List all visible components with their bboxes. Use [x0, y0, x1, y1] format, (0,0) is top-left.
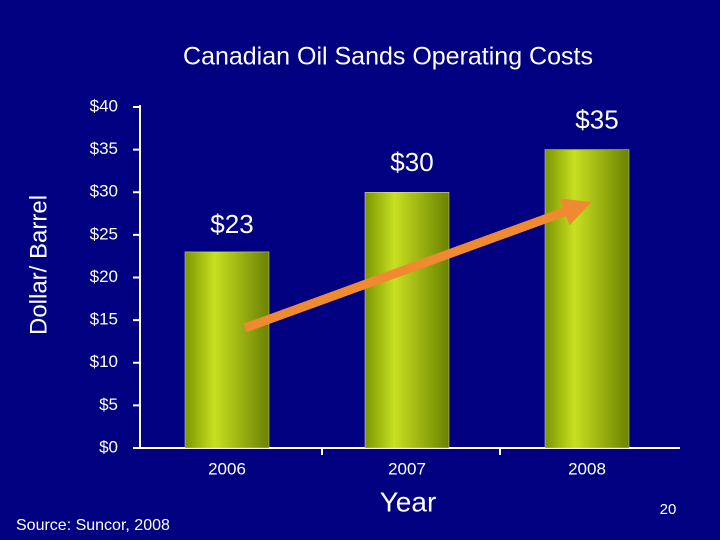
y-tick-label: $0 — [99, 437, 118, 456]
trend-arrow — [243, 198, 592, 333]
chart-title: Canadian Oil Sands Operating Costs — [183, 43, 593, 71]
x-axis-label: Year — [380, 486, 437, 517]
bar — [544, 149, 630, 449]
y-tick-label: $10 — [90, 352, 118, 371]
y-tick-label: $15 — [90, 310, 118, 329]
value-label: $30 — [390, 147, 433, 177]
bar — [184, 251, 270, 449]
page-number: 20 — [660, 501, 677, 518]
y-tick-label: $20 — [90, 267, 118, 286]
y-tick-label: $5 — [99, 395, 118, 414]
y-tick-label: $30 — [90, 182, 118, 201]
value-label: $35 — [575, 105, 618, 135]
x-tick-label: 2006 — [208, 459, 246, 478]
x-tick-label: 2008 — [568, 459, 606, 478]
bar — [364, 192, 450, 449]
x-tick-label: 2007 — [388, 459, 426, 478]
y-tick-label: $40 — [90, 96, 118, 115]
y-tick-label: $35 — [90, 139, 118, 158]
y-axis-label: Dollar/ Barrel — [25, 195, 52, 335]
y-tick-label: $25 — [90, 224, 118, 243]
value-label: $23 — [210, 209, 253, 239]
source: Source: Suncor, 2008 — [16, 517, 170, 534]
